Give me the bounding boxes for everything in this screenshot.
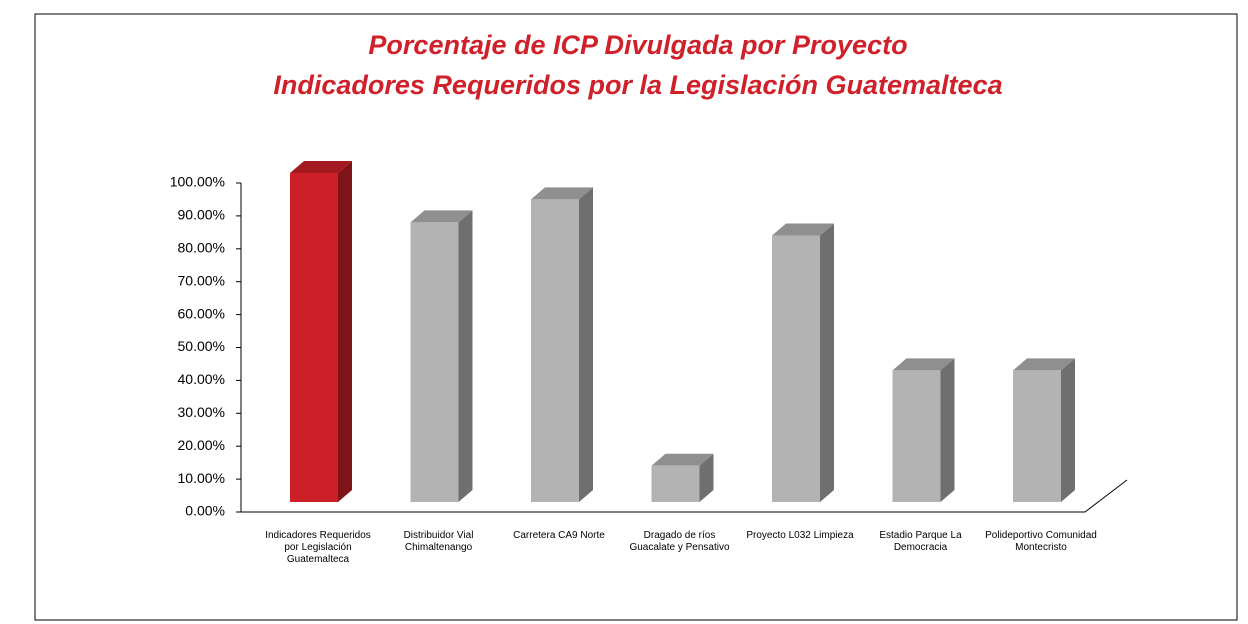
y-tick-label: 100.00% [170,174,225,190]
x-tick-label: Polideportivo Comunidad Montecristo [985,530,1097,553]
bar-top [651,453,714,466]
bar-top [290,161,352,173]
bar [410,222,459,502]
chart-title: Porcentaje de ICP Divulgada por Proyecto [368,30,908,60]
y-tick-label: 40.00% [178,371,225,387]
x-tick-label: Dragado de ríos Guacalate y Pensativo [629,530,730,553]
y-tick-label: 20.00% [178,437,225,453]
bar-top [410,210,473,223]
x-tick-label: Distribuidor Vial Chimaltenango [403,530,474,553]
y-tick-label: 80.00% [178,240,225,256]
x-tick-label: Proyecto L032 Limpieza [746,530,854,541]
bar-top [1013,358,1075,371]
bar-side [940,358,955,502]
y-tick-label: 30.00% [178,404,225,420]
y-tick-label: 0.00% [185,503,225,519]
bar [290,173,338,502]
x-tick-label: Carretera CA9 Norte [513,530,605,541]
y-tick-label: 60.00% [178,305,225,321]
bar [1013,370,1061,502]
bar [651,465,700,502]
bar-side [699,453,714,502]
y-tick-label: 70.00% [178,272,225,288]
x-tick-label: Estadio Parque La Democracia [879,530,962,553]
y-tick-label: 10.00% [178,470,225,486]
bar-side [820,223,834,502]
y-tick-label: 90.00% [178,207,225,223]
chart-subtitle: Indicadores Requeridos por la Legislació… [273,70,1003,100]
bar-top [892,358,955,371]
floor-line [241,479,1128,513]
x-tick-label: Indicadores Requeridos por Legislación G… [265,530,371,565]
bar-top [531,187,593,200]
bar-side [338,161,352,502]
bar-side [579,187,593,502]
bar-side [1061,358,1075,502]
y-tick-label: 50.00% [178,338,225,354]
bar [892,370,941,502]
bar [772,235,820,502]
frame [34,13,1238,621]
bar-top [772,223,834,236]
bar-side [458,210,473,502]
bar [531,199,579,502]
